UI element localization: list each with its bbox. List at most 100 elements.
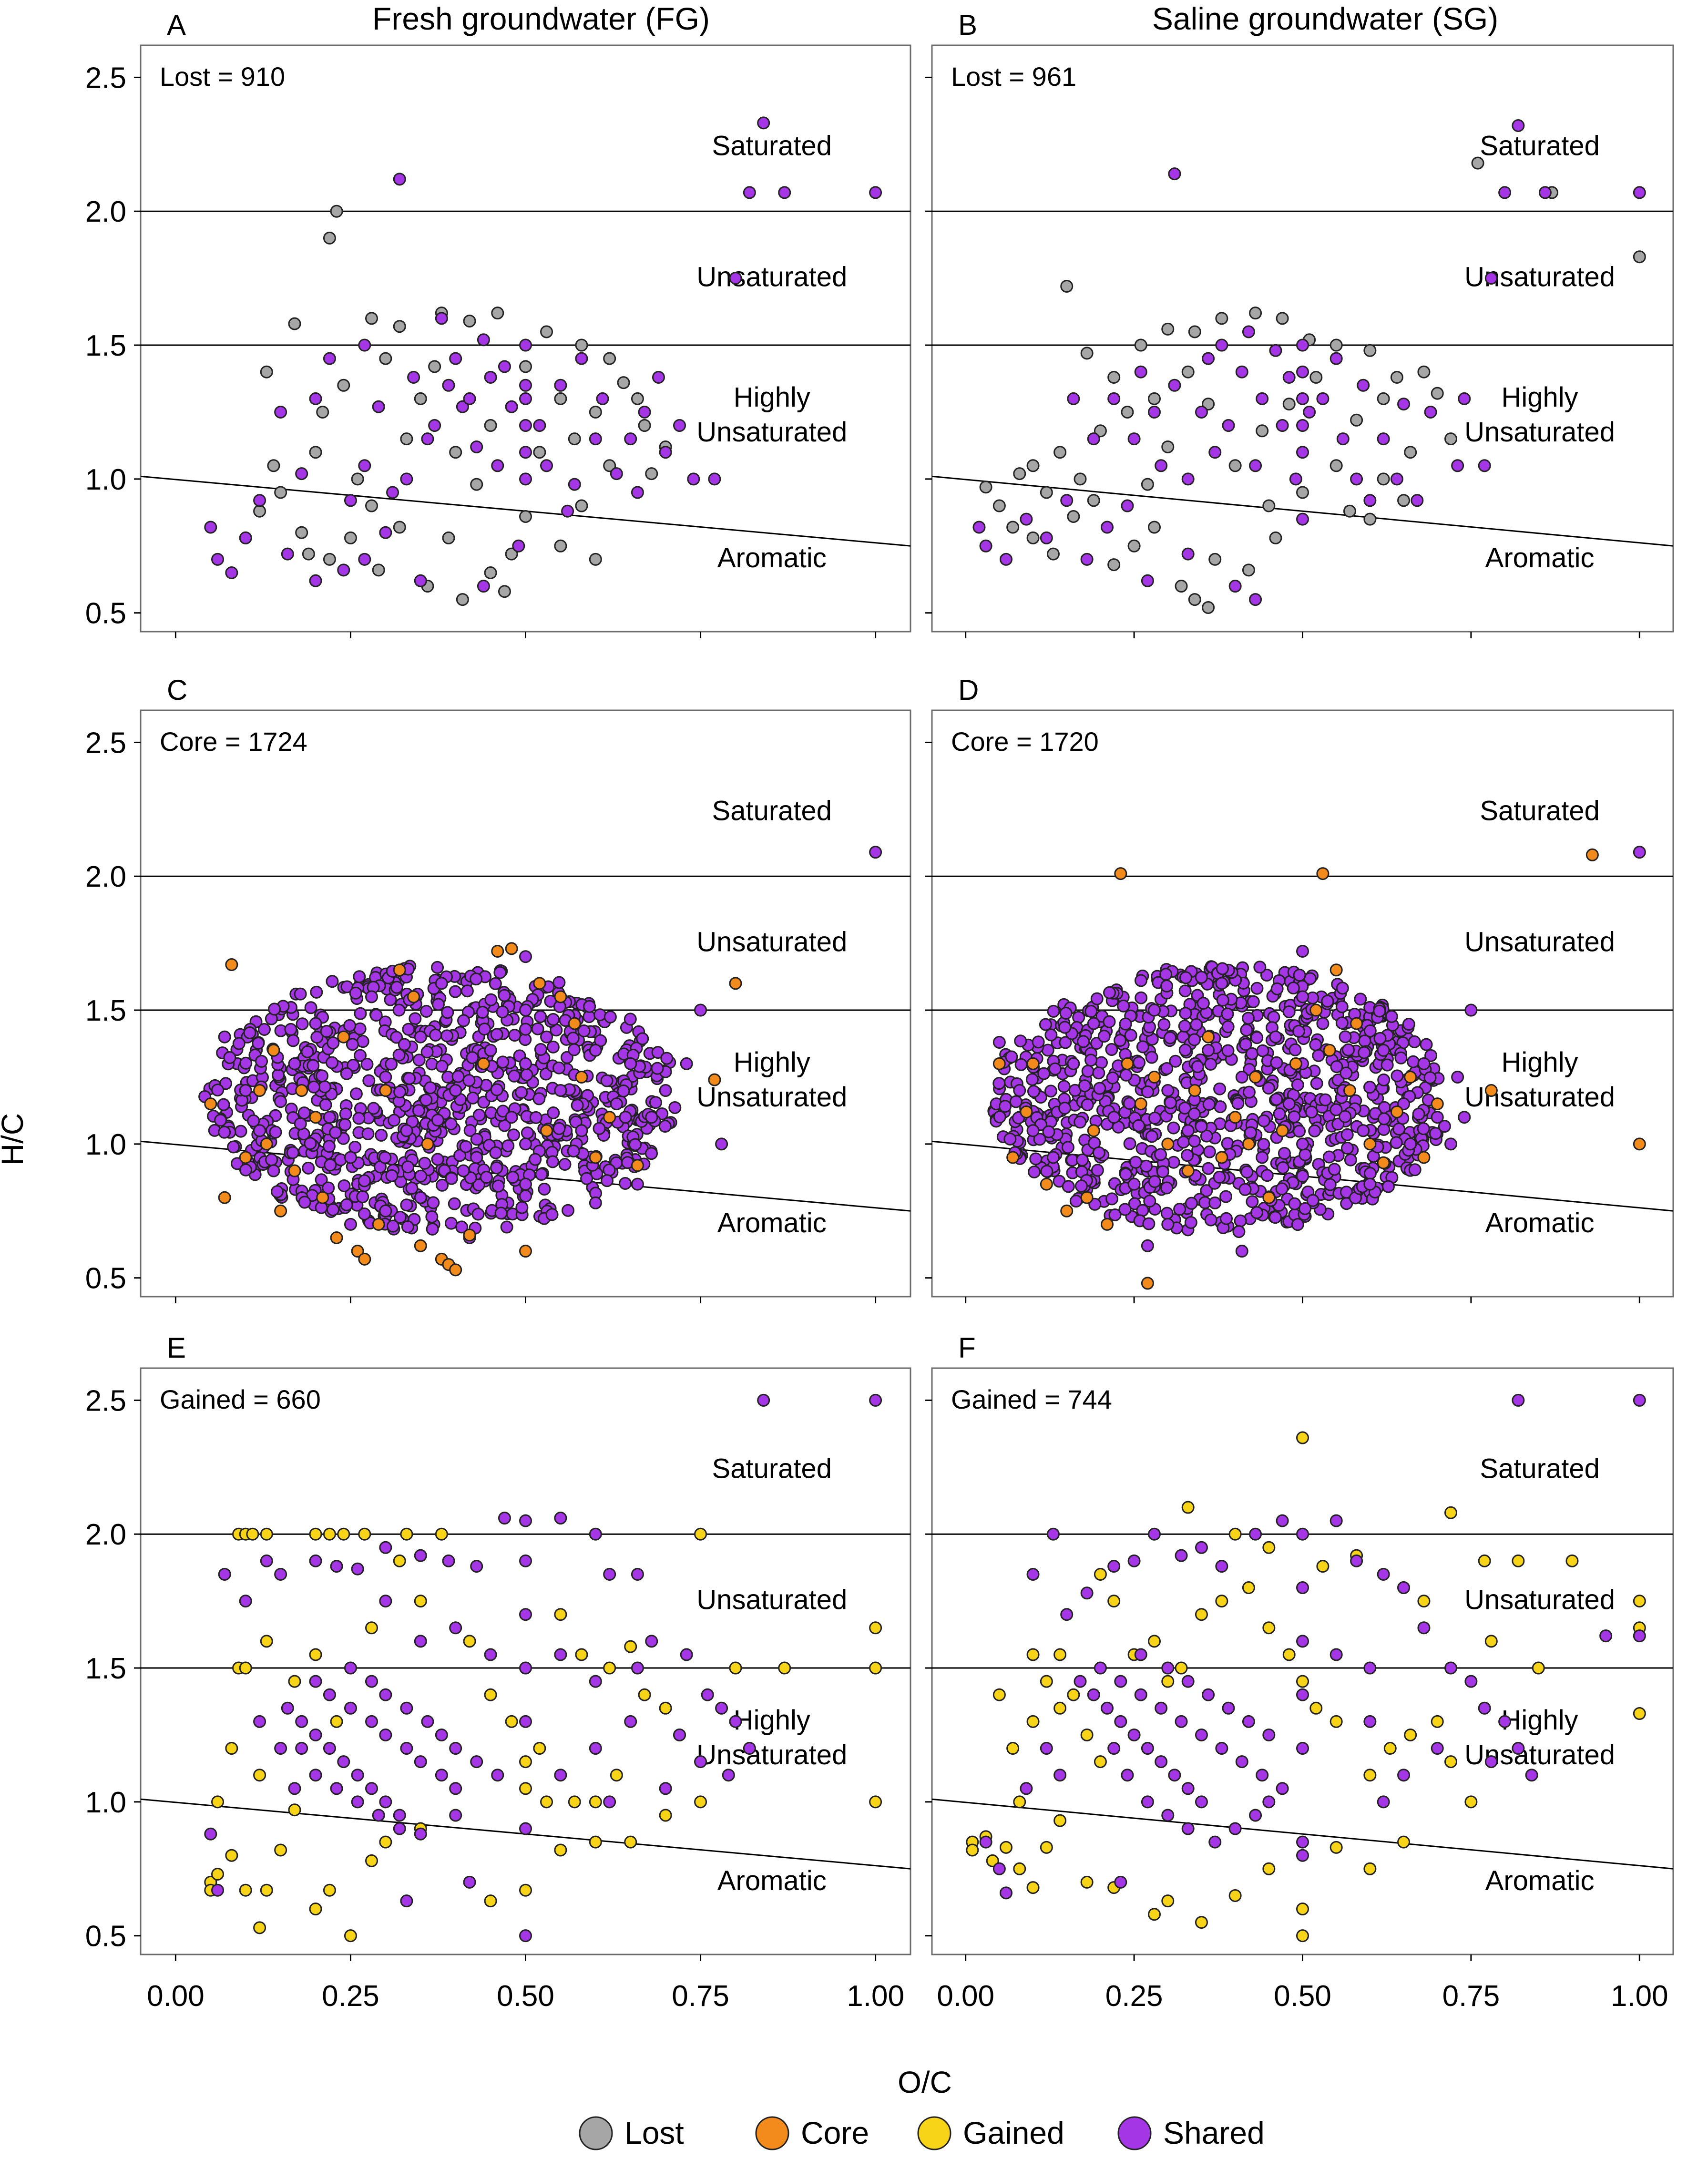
point-gained [1026, 1715, 1040, 1728]
point-shared [1296, 446, 1309, 459]
point-shared [1287, 982, 1300, 995]
point-shared [1249, 593, 1262, 606]
point-shared [1319, 1093, 1332, 1106]
point-shared [1232, 1225, 1246, 1238]
point-shared [869, 846, 882, 859]
point-shared [1145, 1130, 1158, 1143]
point-shared [1330, 1514, 1343, 1527]
point-gained [309, 1648, 322, 1661]
point-shared [575, 352, 588, 365]
point-gained [1262, 1621, 1276, 1635]
point-shared [427, 1196, 440, 1209]
region-label-highly-unsaturated: Unsaturated [696, 417, 847, 448]
panel-letter: D [958, 674, 979, 706]
point-core [295, 1084, 308, 1097]
point-shared [1141, 1795, 1154, 1809]
point-shared [1256, 1151, 1269, 1164]
point-lost [1161, 440, 1175, 453]
point-lost [1202, 398, 1215, 411]
point-gained [1195, 1608, 1208, 1621]
point-gained [274, 1843, 287, 1857]
point-shared [1424, 405, 1437, 419]
point-shared [1394, 1051, 1408, 1064]
point-shared [470, 440, 483, 453]
point-shared [1145, 1051, 1158, 1064]
point-core [589, 1151, 602, 1164]
point-shared [547, 1013, 560, 1026]
point-shared [330, 1782, 343, 1795]
point-shared [1148, 1111, 1161, 1125]
point-shared [352, 1112, 366, 1125]
point-shared [1161, 1084, 1175, 1097]
point-shared [1228, 580, 1242, 593]
point-shared [436, 1178, 449, 1192]
point-shared [414, 1191, 427, 1204]
point-shared [435, 1769, 448, 1782]
point-shared [1244, 1126, 1257, 1139]
point-shared [1141, 1239, 1154, 1252]
point-shared [1202, 1098, 1216, 1111]
point-shared [519, 950, 532, 963]
point-shared [1044, 1028, 1058, 1042]
point-shared [1250, 1206, 1263, 1219]
point-lost [1202, 601, 1215, 614]
point-shared [239, 1084, 252, 1097]
point-shared [534, 1010, 547, 1023]
point-shared [340, 1067, 353, 1080]
point-gained [1067, 1688, 1080, 1701]
point-shared [1431, 1111, 1444, 1124]
point-gained [365, 1621, 378, 1635]
point-shared [267, 1164, 280, 1177]
point-shared [1262, 1082, 1275, 1095]
region-label-highly-unsaturated: Unsaturated [696, 1739, 847, 1770]
point-lost [1444, 432, 1457, 446]
point-shared [360, 1057, 374, 1071]
point-lost [533, 446, 546, 459]
point-shared [1020, 1782, 1033, 1795]
point-shared [1092, 1146, 1105, 1159]
point-core [1134, 1097, 1147, 1111]
point-shared [1080, 1586, 1094, 1600]
point-shared [1363, 1661, 1377, 1675]
point-shared [1270, 1056, 1283, 1069]
point-shared [414, 1635, 427, 1648]
point-shared [1101, 521, 1114, 534]
point-shared [603, 1567, 616, 1581]
point-gained [1484, 1635, 1498, 1648]
point-shared [421, 1715, 434, 1728]
point-shared [1160, 1062, 1174, 1075]
point-shared [519, 338, 532, 352]
point-shared [1299, 1202, 1312, 1215]
point-shared [1208, 446, 1222, 459]
y-tick-label: 2.0 [85, 195, 126, 228]
point-shared [1363, 494, 1377, 507]
point-shared [365, 1715, 378, 1728]
point-shared [1181, 1675, 1195, 1688]
point-shared [372, 1809, 385, 1822]
point-shared [302, 1161, 315, 1175]
point-gained [1094, 1755, 1107, 1769]
point-shared [1512, 119, 1525, 132]
point-shared [519, 1715, 532, 1728]
point-lost [1330, 338, 1343, 352]
point-shared [529, 1153, 542, 1166]
point-core [533, 977, 546, 990]
point-shared [1282, 370, 1296, 384]
point-core [1309, 1003, 1323, 1017]
point-shared [651, 1062, 664, 1075]
point-shared [211, 552, 224, 566]
point-lost [1188, 593, 1201, 606]
point-lost [589, 552, 602, 566]
point-gained [400, 1527, 413, 1541]
point-shared [265, 1153, 278, 1166]
point-shared [624, 1013, 637, 1026]
point-shared [673, 1728, 686, 1741]
point-lost [1134, 338, 1147, 352]
point-lost [979, 481, 992, 494]
point-shared [420, 1045, 434, 1059]
point-shared [1028, 1165, 1041, 1178]
point-shared [455, 1220, 469, 1234]
point-shared [365, 1675, 378, 1688]
point-shared [1127, 1554, 1141, 1567]
point-shared [239, 1595, 252, 1608]
